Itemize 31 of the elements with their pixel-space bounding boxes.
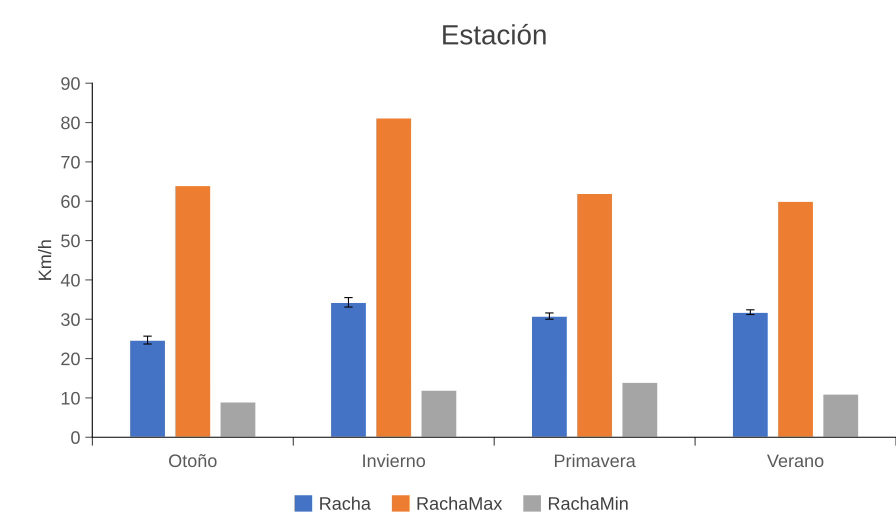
y-tick-label: 10 [62,392,80,405]
y-tick-label: 0 [71,431,80,444]
y-tick-label: 20 [61,352,80,366]
y-tick-label: 90 [61,77,80,90]
chart-title: Estación [443,24,546,45]
x-tick-label: Invierno [363,454,426,468]
y-tick-label: 50 [61,234,80,248]
bar [776,200,814,438]
bar [732,311,770,438]
bar [822,393,860,438]
bar [576,192,614,438]
x-tick-label: Otoño [169,454,217,468]
legend-label: Racha [320,496,371,510]
y-tick-label: 30 [61,313,80,326]
y-tick-label: 70 [61,156,80,169]
bar [330,302,368,438]
bar [530,315,568,438]
y-tick-label: 40 [60,274,80,287]
y-tick-label: 80 [61,116,80,130]
bar [219,401,257,438]
bar [374,117,412,438]
y-axis-title: Km/h [38,240,52,280]
bar [174,184,212,438]
legend-label: RachaMin [548,496,628,510]
bar [420,389,458,438]
bar [128,339,166,438]
x-tick-label: Primavera [554,454,636,468]
x-tick-label: Verano [767,454,824,468]
legend-label: RachaMax [418,496,502,510]
bar [621,381,659,438]
y-tick-label: 60 [61,195,80,208]
